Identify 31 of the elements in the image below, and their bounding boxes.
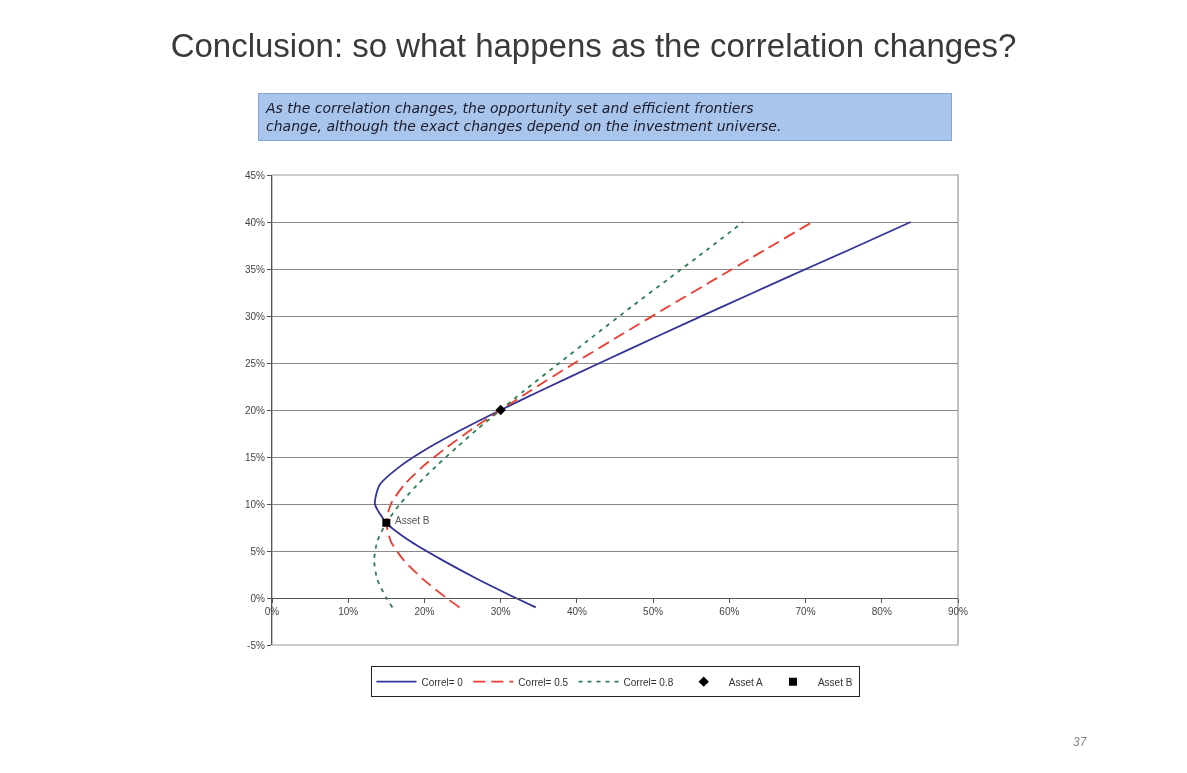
legend-label: Correl= 0 [421,676,464,688]
x-tick-label: 50% [643,606,664,618]
y-tick-label: 0% [250,592,266,604]
text: 37 [1073,735,1088,749]
x-tick-label: 30% [490,606,511,618]
line-series [373,221,912,609]
line-series [373,221,744,609]
legend-label: Correl= 0.8 [623,676,674,688]
y-tick-label: 40% [244,216,266,228]
x-tick-label: 90% [947,606,969,618]
y-tick-label: -5% [247,639,265,651]
x-tick-label: 10% [338,606,359,618]
chart-subtitle: As the correlation changes, the opportunity set and efficient frontiers change, although the exact changes depend on the investment universe. [265,100,782,135]
x-tick-label: 60% [719,606,740,618]
x-tick-label: 70% [795,606,816,618]
legend-label: Asset A [728,676,763,688]
legend-label: Asset B [817,676,853,688]
x-tick-label: 80% [871,606,892,618]
y-tick-label: 45% [244,169,266,181]
y-tick-label: 5% [250,545,266,557]
y-tick-label: 25% [244,357,266,369]
y-tick-label: 15% [244,451,266,463]
y-tick-label: 30% [244,310,266,322]
y-tick-label: 20% [244,404,266,416]
chart-title: Conclusion: so what happens as the correlation changes? [170,26,1017,64]
y-tick-label: 10% [244,498,266,510]
y-tick-label: 35% [244,263,266,275]
x-tick-label: 20% [414,606,435,618]
annotation: Asset B [395,515,430,526]
x-tick-label: 40% [566,606,588,618]
legend-label: Correl= 0.5 [518,676,569,688]
